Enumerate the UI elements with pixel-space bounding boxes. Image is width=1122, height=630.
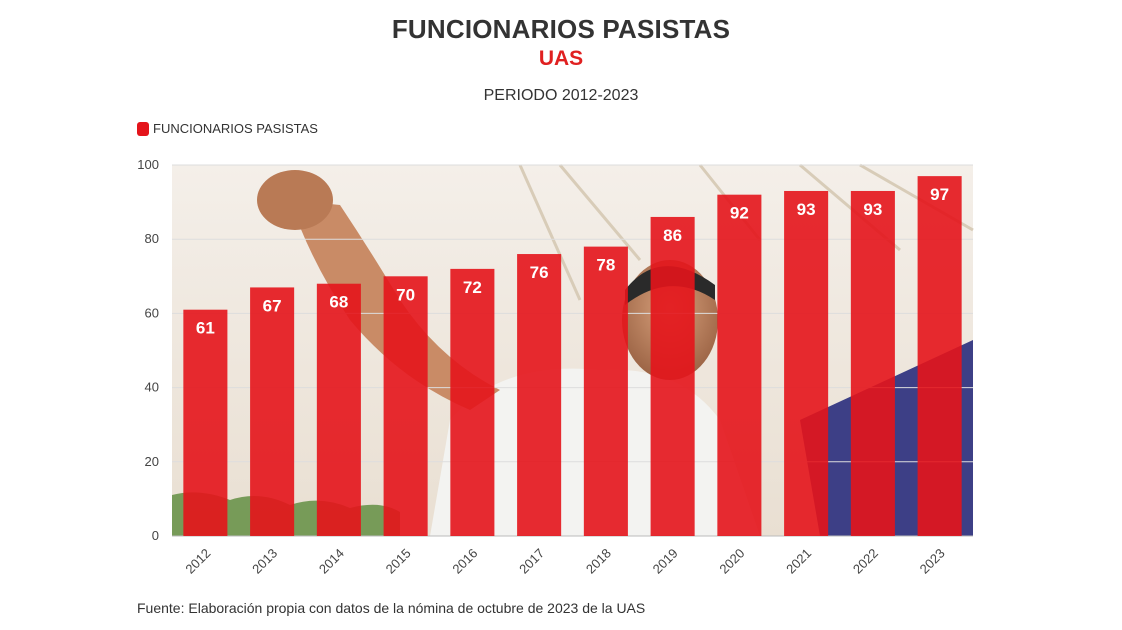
data-label-2014: 68 (329, 293, 348, 312)
data-label-2015: 70 (396, 285, 415, 304)
data-label-2012: 61 (196, 319, 215, 338)
legend-label: FUNCIONARIOS PASISTAS (153, 121, 318, 136)
x-tick-label: 2019 (650, 546, 681, 577)
data-label-2013: 67 (263, 296, 282, 315)
bar-2018 (583, 246, 628, 536)
bar-2015 (383, 276, 428, 536)
bar-2016 (450, 268, 495, 536)
grid-lines (172, 164, 973, 537)
x-tick-label: 2013 (249, 546, 280, 577)
bar-2012 (183, 309, 228, 536)
y-tick-label: 0 (152, 528, 159, 543)
y-tick-label: 20 (145, 454, 159, 469)
data-label-2021: 93 (797, 200, 816, 219)
data-label-2017: 76 (530, 263, 549, 282)
bar-2023 (917, 176, 962, 536)
bar-2020 (717, 194, 762, 536)
chart-title: FUNCIONARIOS PASISTAS (391, 14, 731, 44)
y-tick-label: 80 (145, 231, 159, 246)
y-axis: 0 20 40 60 80 100 (137, 157, 159, 543)
y-tick-label: 60 (145, 305, 159, 320)
data-label-2019: 86 (663, 226, 682, 245)
x-tick-label: 2017 (516, 546, 547, 577)
data-labels: 61 67 68 70 72 76 78 86 92 93 93 97 (196, 185, 949, 338)
legend: FUNCIONARIOS PASISTAS (137, 121, 318, 136)
x-tick-label: 2015 (383, 546, 414, 577)
bar-chart: 61 67 68 70 72 76 78 86 92 93 93 97 0 20 40 60 80 100 20… (137, 157, 974, 577)
x-tick-label: 2021 (783, 546, 814, 577)
x-tick-label: 2022 (850, 546, 881, 577)
x-tick-label: 2014 (316, 546, 347, 577)
bar-2019 (650, 216, 695, 536)
x-tick-label: 2016 (449, 546, 480, 577)
bar-2022 (850, 190, 895, 536)
y-tick-label: 40 (145, 380, 159, 395)
chart-subtitle: UAS (538, 47, 584, 70)
bar-2021 (784, 190, 829, 536)
source-note: Fuente: Elaboración propia con datos de … (137, 600, 646, 616)
legend-swatch (137, 121, 149, 136)
data-label-2016: 72 (463, 278, 482, 297)
x-tick-label: 2020 (716, 546, 747, 577)
data-label-2023: 97 (930, 185, 949, 204)
data-label-2018: 78 (596, 256, 615, 275)
x-tick-label: 2012 (182, 546, 213, 577)
chart-period: PERIODO 2012-2023 (483, 87, 639, 104)
bars (183, 176, 962, 537)
bar-2017 (517, 254, 562, 537)
x-axis: 2012 2013 2014 2015 2016 2017 2018 2019 2020 2021… (182, 546, 947, 577)
x-tick-label: 2023 (917, 546, 948, 577)
data-label-2022: 93 (863, 200, 882, 219)
bar-2014 (316, 283, 361, 536)
y-tick-label: 100 (137, 157, 159, 172)
x-tick-label: 2018 (583, 546, 614, 577)
data-label-2020: 92 (730, 204, 749, 223)
bar-2013 (250, 287, 295, 536)
